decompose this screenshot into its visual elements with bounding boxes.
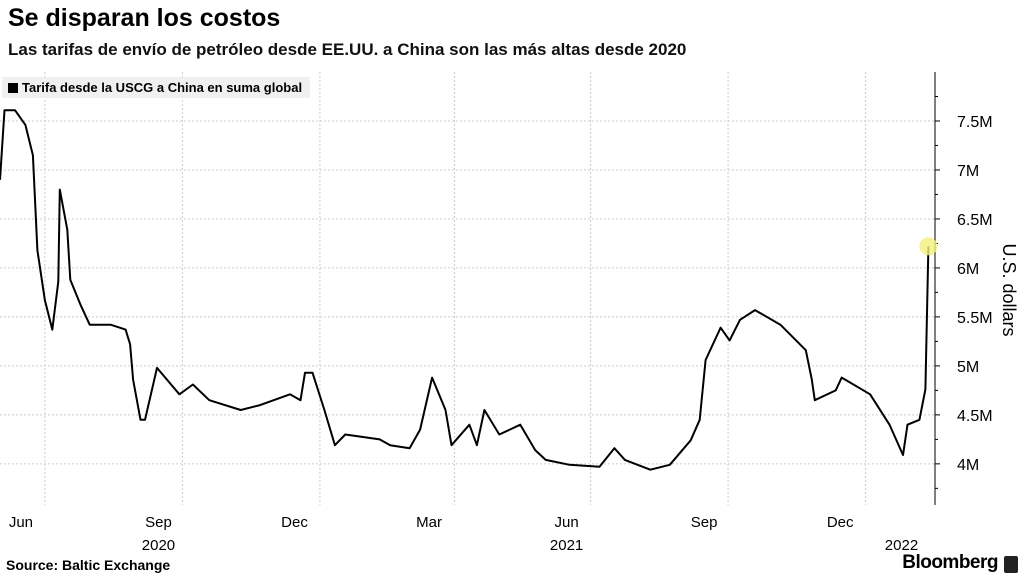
y-tick-label: 4.5M <box>957 408 993 425</box>
x-tick-label: Mar <box>416 514 442 531</box>
last-value-highlight <box>919 237 938 256</box>
x-tick-label: Dec <box>827 514 854 531</box>
y-tick-label: 5M <box>957 359 979 376</box>
legend-label: Tarifa desde la USCG a China en suma glo… <box>22 80 303 95</box>
source-note: Source: Baltic Exchange <box>6 557 171 573</box>
y-tick-label: 7M <box>957 163 979 180</box>
chart-subtitle: Las tarifas de envío de petróleo desde E… <box>8 40 687 59</box>
y-tick-label: 4M <box>957 457 979 474</box>
y-tick-label: 7.5M <box>957 114 993 131</box>
x-year-label: 2021 <box>550 537 583 554</box>
chart-title: Se disparan los costos <box>8 4 281 32</box>
legend: Tarifa desde la USCG a China en suma glo… <box>2 77 311 98</box>
x-tick-label: Dec <box>281 514 308 531</box>
x-year-label: 2022 <box>885 537 918 554</box>
y-axis-label: U.S. dollars <box>999 243 1019 336</box>
y-tick-label: 6M <box>957 261 979 278</box>
x-tick-label: Jun <box>555 514 579 531</box>
y-tick-label: 5.5M <box>957 310 993 327</box>
bloomberg-icon <box>1004 556 1018 573</box>
series-line <box>0 109 930 471</box>
brand-logo: Bloomberg <box>902 552 998 573</box>
legend-swatch <box>8 82 18 93</box>
y-tick-label: 6.5M <box>957 212 993 229</box>
x-tick-label: Sep <box>691 514 718 531</box>
x-tick-label: Sep <box>145 514 172 531</box>
x-tick-label: Jun <box>9 514 33 531</box>
x-year-label: 2020 <box>142 537 175 554</box>
